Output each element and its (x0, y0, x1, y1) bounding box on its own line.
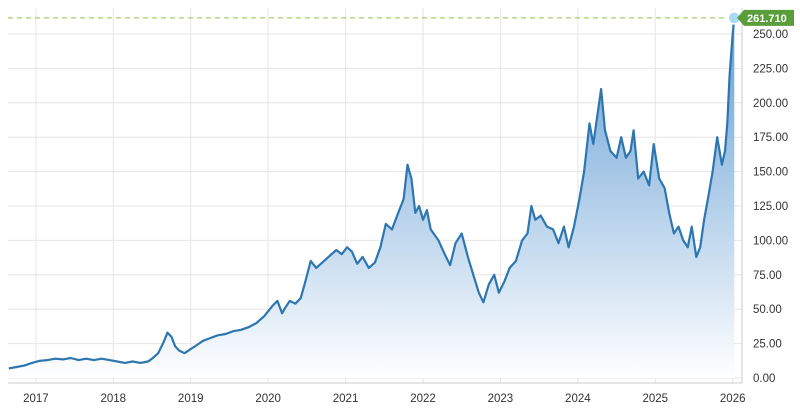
y-tick-label: 0.00 (753, 373, 775, 385)
x-tick-label: 2018 (101, 393, 127, 405)
last-value-tag: 261.710 (737, 9, 794, 26)
y-tick-label: 50.00 (753, 304, 782, 316)
x-tick-label: 2020 (255, 393, 281, 405)
plot-border (8, 8, 743, 384)
x-tick-label: 2025 (642, 393, 668, 405)
area-fill-path (8, 17, 735, 379)
y-tick-label: 125.00 (753, 201, 788, 213)
y-axis: 0.00 25.00 50.00 75.00 100.00 125.00 150.00 175… (753, 29, 788, 385)
x-tick-label: 2024 (565, 393, 591, 405)
price-line (8, 17, 736, 370)
y-tick-label: 225.00 (753, 63, 788, 75)
y-tick-label: 25.00 (753, 339, 782, 351)
x-tick-label: 2023 (488, 393, 514, 405)
x-tick-label: 2021 (333, 393, 359, 405)
y-tick-label: 150.00 (753, 167, 788, 179)
y-tick-label: 200.00 (753, 98, 788, 110)
grid-lines (8, 8, 742, 383)
y-tick-label: 100.00 (753, 235, 788, 247)
y-tick-label: 75.00 (753, 270, 782, 282)
area-fill (8, 17, 735, 379)
x-tick-label: 2022 (410, 393, 436, 405)
x-tick-label: 2019 (178, 393, 204, 405)
price-line-path (8, 17, 736, 370)
x-axis: 2017 2018 2019 2020 2021 2022 2023 2024 2025 2026 (23, 393, 745, 405)
x-tick-label: 2026 (720, 393, 746, 405)
y-tick-label: 250.00 (753, 29, 788, 41)
y-tick-label: 175.00 (753, 132, 788, 144)
last-value-label: 261.710 (747, 13, 787, 25)
x-tick-label: 2017 (23, 393, 49, 405)
last-value-tag-shape (737, 9, 794, 26)
